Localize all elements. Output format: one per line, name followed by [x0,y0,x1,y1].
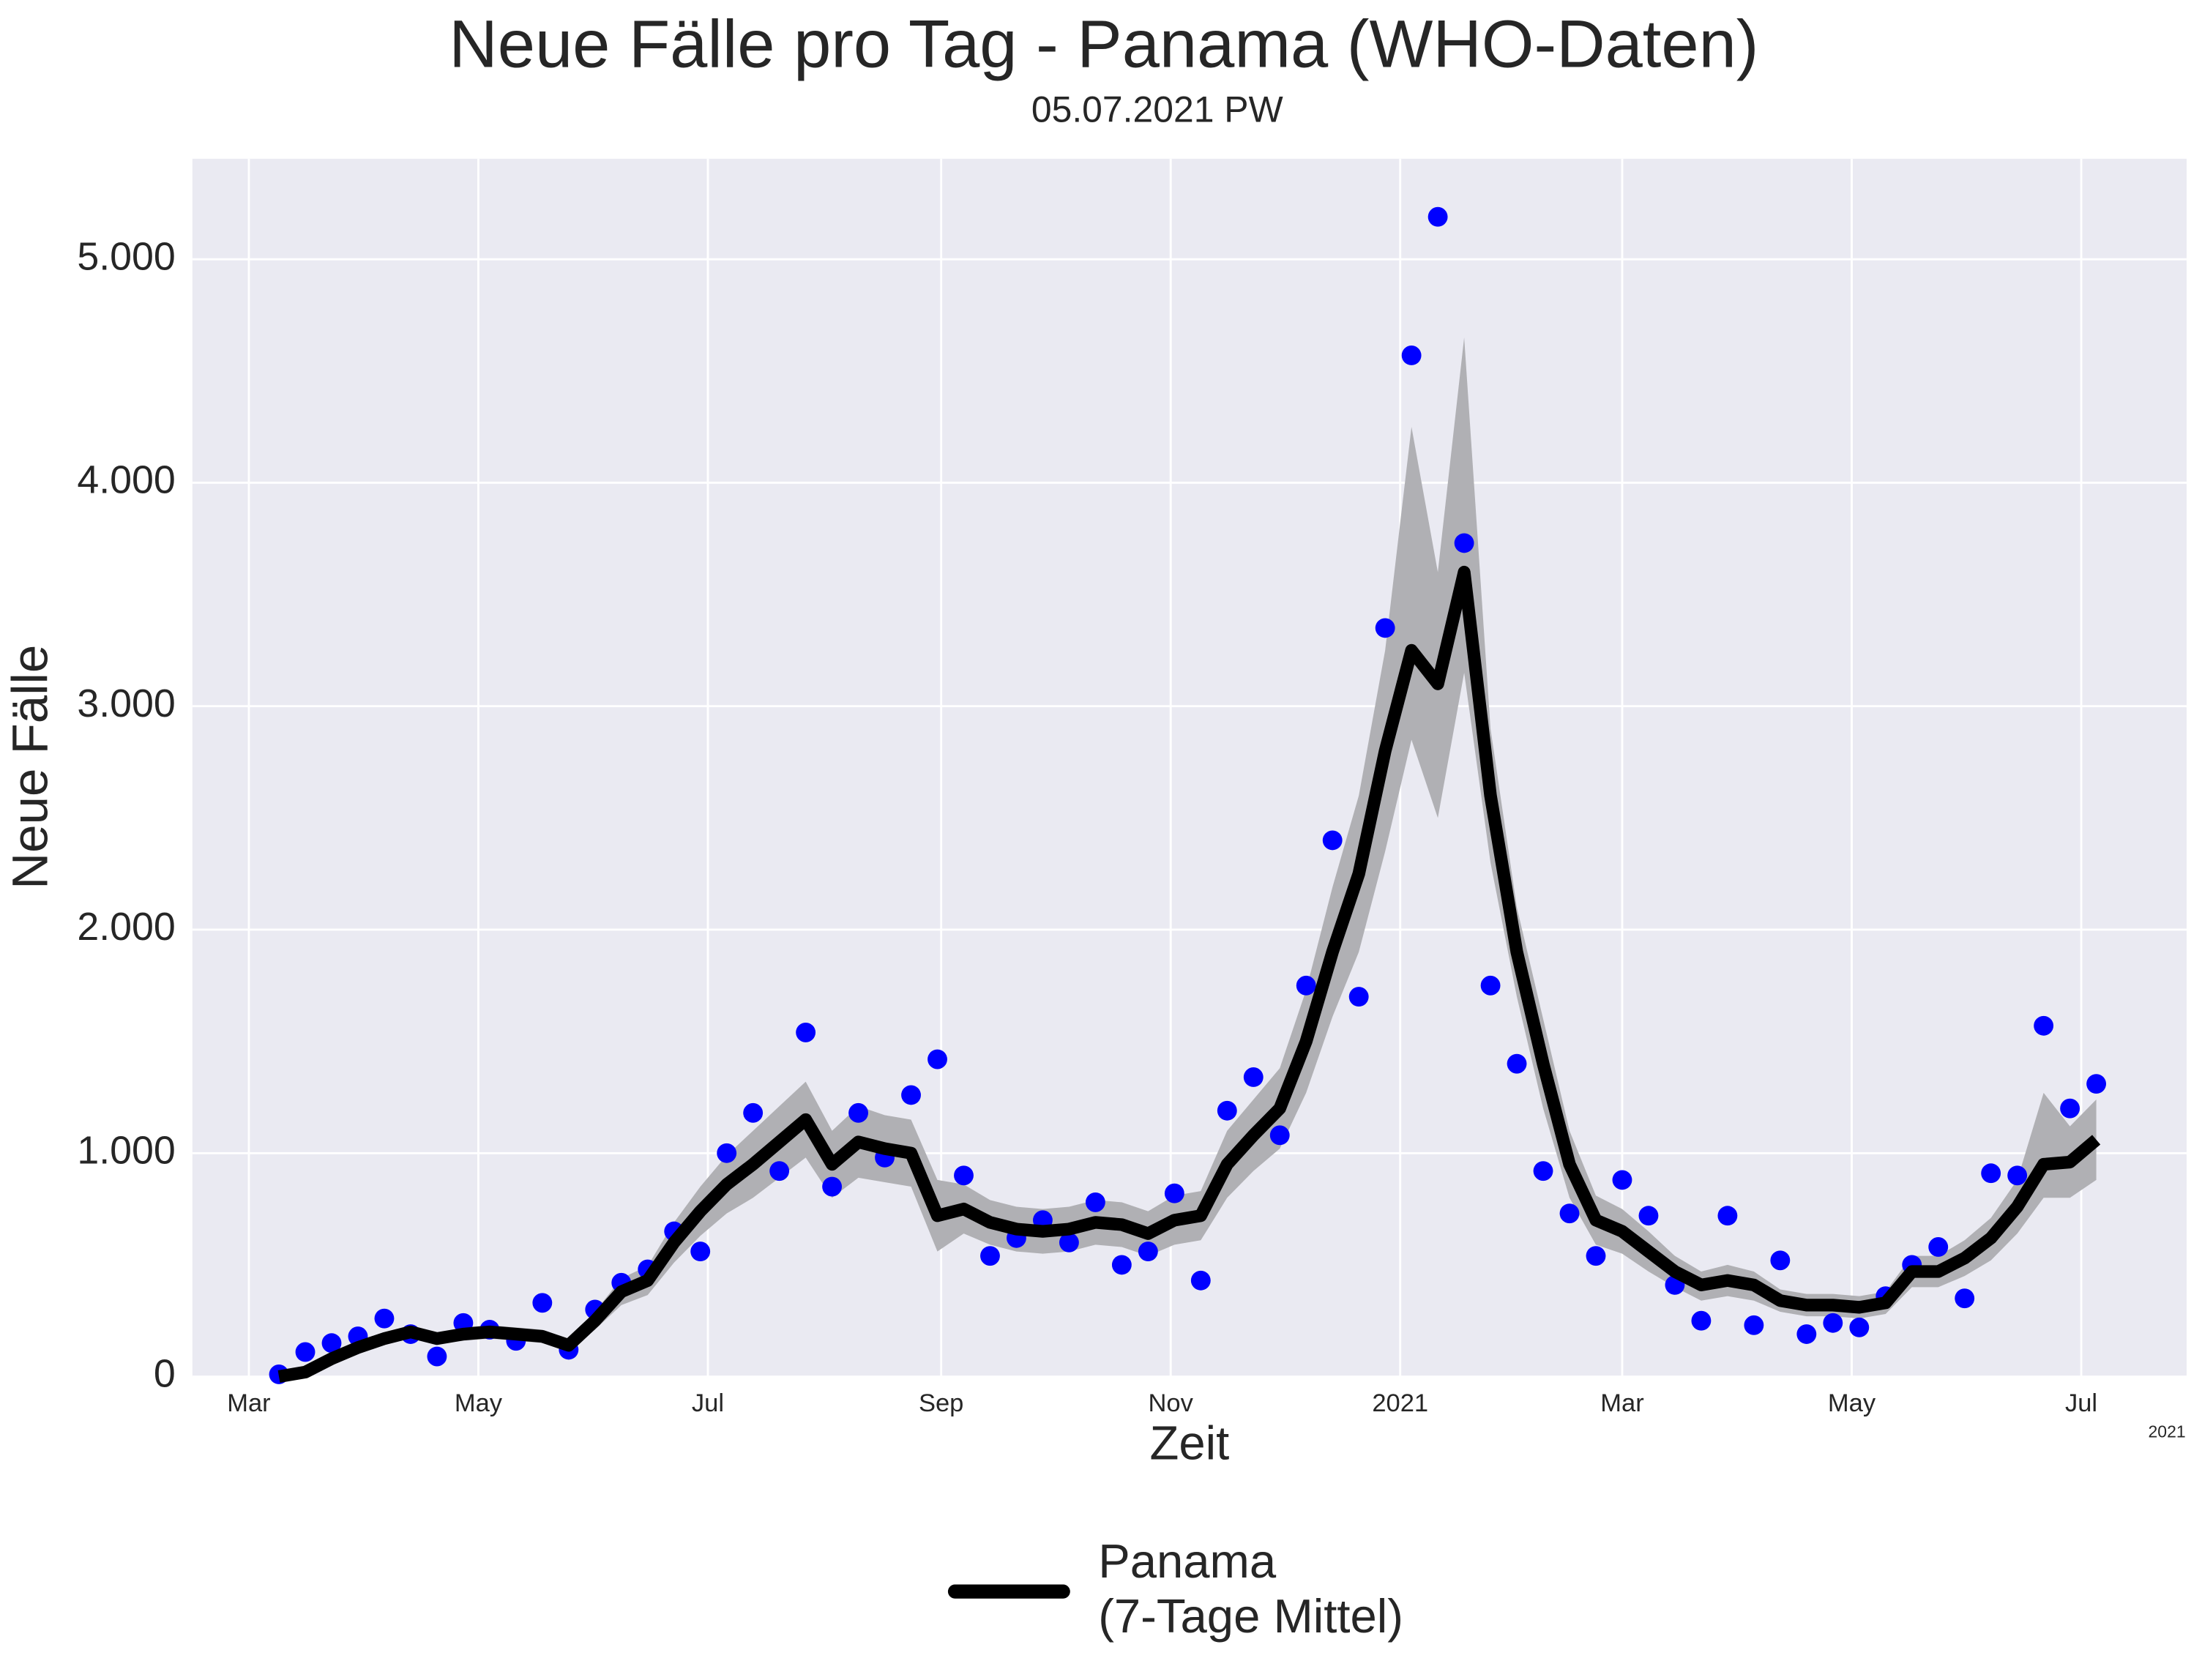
daily-point [374,1308,395,1329]
x-tick-label: Jul [692,1389,724,1417]
daily-point [1533,1161,1553,1181]
y-tick-label: 2.000 [77,905,175,949]
daily-point [928,1049,947,1069]
daily-point [2034,1015,2054,1036]
daily-point [743,1102,764,1123]
daily-point [901,1085,921,1105]
daily-point [1796,1324,1817,1344]
plot-area [192,158,2187,1377]
daily-point [1981,1163,2001,1184]
x-tick-label: May [1828,1389,1876,1417]
daily-point [1217,1100,1237,1121]
marks [269,206,2107,1384]
grid [192,158,2187,1378]
x-tick-label: Jul [2065,1389,2097,1417]
chart-title: Neue Fälle pro Tag - Panama (WHO-Daten) [449,6,1758,81]
daily-point [1717,1206,1738,1226]
daily-point [1770,1250,1791,1271]
daily-point [954,1165,974,1186]
daily-point [1480,975,1501,996]
y-axis-label: Neue Fälle [1,645,58,889]
daily-point [1243,1067,1264,1087]
daily-point [1823,1313,1843,1333]
daily-point [1612,1170,1632,1190]
x-tick-label: 2021 [1372,1389,1428,1417]
y-tick-label: 4.000 [77,458,175,502]
daily-point [1401,346,1422,365]
x-tick-label: Mar [227,1389,270,1417]
daily-point [717,1143,737,1163]
daily-point [1928,1237,1949,1257]
daily-point [1849,1317,1870,1337]
daily-point [1586,1246,1606,1266]
daily-point [1085,1192,1105,1212]
daily-point [1138,1242,1158,1262]
daily-point [321,1333,342,1354]
x-tick-label: May [455,1389,503,1417]
mean-line [277,565,2101,1384]
daily-point [427,1346,447,1367]
x-tick-label: Mar [1600,1389,1643,1417]
x-axis-label: Zeit [1150,1416,1230,1470]
daily-point [1296,975,1316,996]
daily-point [1322,830,1343,851]
daily-point [1427,206,1448,227]
daily-point [1691,1310,1712,1331]
daily-point [2060,1098,2080,1119]
daily-point [1375,618,1395,638]
daily-point [2086,1074,2107,1094]
x-tick-label: Nov [1148,1389,1193,1417]
x-offset-label: 2021 [2148,1422,2185,1441]
daily-point [532,1293,553,1313]
daily-point [848,1102,869,1123]
daily-point [1059,1232,1079,1252]
daily-point [796,1022,816,1042]
daily-point [1559,1203,1580,1224]
daily-point [822,1176,843,1197]
x-tick-label: Sep [919,1389,963,1417]
y-tick-label: 1.000 [77,1128,175,1172]
daily-point [295,1342,316,1362]
daily-point [1744,1315,1764,1335]
chart-subtitle: 05.07.2021 PW [1031,89,1283,130]
daily-point [769,1161,790,1181]
daily-point [980,1246,1000,1266]
daily-point [1507,1053,1527,1074]
daily-point [1111,1255,1132,1275]
legend-label: Panama (7-Tage Mittel) [1098,1535,1404,1644]
daily-point [1190,1270,1211,1291]
y-tick-label: 5.000 [77,234,175,278]
daily-point [1269,1125,1290,1146]
daily-point [1638,1206,1659,1226]
y-tick-label: 3.000 [77,682,175,725]
daily-point [1164,1183,1184,1203]
daily-point [1955,1288,1975,1309]
daily-point [2007,1165,2028,1186]
daily-point [690,1242,711,1262]
daily-point [1454,533,1474,553]
daily-point [1348,987,1369,1007]
y-tick-label: 0 [154,1352,176,1396]
